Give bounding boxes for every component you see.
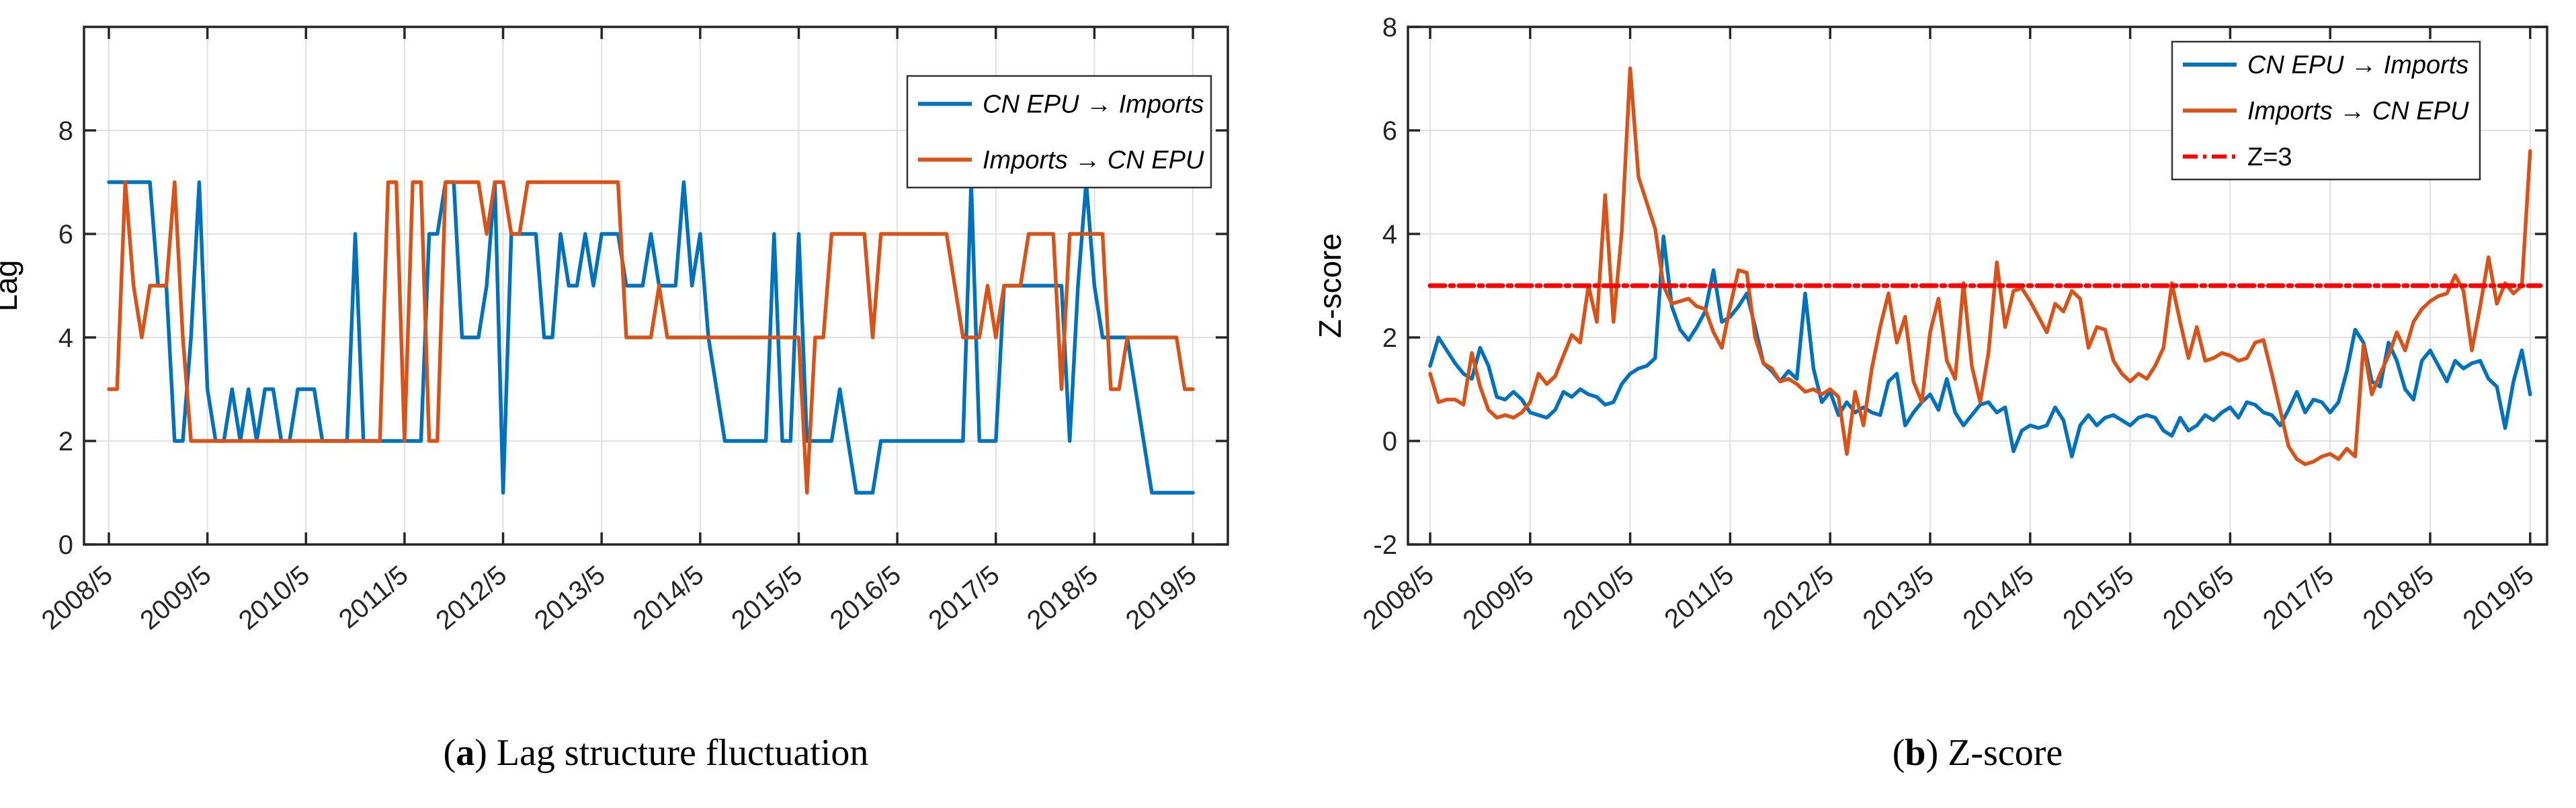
lag-chart-axes bbox=[83, 26, 1229, 546]
xtick-label: 2011/5 bbox=[1659, 560, 1739, 634]
xtick-label: 2009/5 bbox=[1458, 560, 1540, 635]
legend-label: CN EPU → Imports bbox=[2247, 51, 2468, 79]
xtick-label: 2016/5 bbox=[2157, 560, 2239, 635]
ytick-label: 2 bbox=[1382, 323, 1397, 353]
caption-a-open: ( bbox=[443, 732, 456, 774]
xtick-label: 2010/5 bbox=[1557, 560, 1639, 635]
zscore-chart-ylabel: Z-score bbox=[1313, 233, 1347, 338]
ytick-label: 8 bbox=[1382, 13, 1397, 42]
legend-label: Imports → CN EPU bbox=[2247, 97, 2469, 126]
legend-label: CN EPU → Imports bbox=[983, 91, 1204, 119]
zscore-chart-series bbox=[1427, 66, 2543, 467]
series-z-imports-to-cn-epu bbox=[1428, 66, 2532, 467]
ytick-label: 0 bbox=[1382, 427, 1397, 456]
lag-chart-series bbox=[107, 180, 1195, 495]
caption-b-close: ) bbox=[1925, 732, 1939, 774]
series-imports-to-cn-epu bbox=[107, 180, 1195, 495]
xtick-label: 2012/5 bbox=[1757, 560, 1839, 635]
xtick-label: 2019/5 bbox=[2458, 560, 2540, 635]
ytick-label: 4 bbox=[58, 323, 73, 353]
ytick-label: 2 bbox=[58, 427, 73, 456]
ytick-label: 0 bbox=[58, 530, 73, 560]
xtick-label: 2018/5 bbox=[2358, 560, 2440, 635]
zscore-chart-axes bbox=[1407, 26, 2548, 546]
xtick-label: 2014/5 bbox=[1958, 560, 2040, 635]
caption-b-open: ( bbox=[1892, 732, 1905, 774]
caption-a-text: Lag structure fluctuation bbox=[487, 732, 869, 774]
lag-chart-legend: CN EPU → Imports Imports → CN EPU bbox=[906, 75, 1212, 189]
ytick-label: 8 bbox=[58, 116, 73, 146]
ytick-label: 6 bbox=[1382, 116, 1397, 146]
caption-a-letter: a bbox=[456, 732, 475, 774]
ytick-label: -2 bbox=[1373, 530, 1397, 560]
caption-b-text: Z-score bbox=[1938, 732, 2063, 774]
xtick-label: 2013/5 bbox=[1858, 560, 1940, 635]
zscore-chart-legend: CN EPU → Imports Imports → CN EPU Z=3 bbox=[2171, 40, 2481, 181]
xtick-label: 2008/5 bbox=[1358, 560, 1440, 635]
lag-chart-ylabel: Lag bbox=[0, 260, 24, 312]
legend-label: Z=3 bbox=[2247, 143, 2292, 171]
caption-b: (b) Z-score bbox=[1408, 731, 2547, 774]
xtick-label: 2017/5 bbox=[2257, 560, 2339, 635]
xtick-label: 2015/5 bbox=[2057, 560, 2139, 635]
legend-label: Imports → CN EPU bbox=[983, 147, 1204, 175]
series-z-cn-epu-to-imports bbox=[1428, 235, 2532, 458]
ytick-label: 6 bbox=[58, 220, 73, 249]
caption-a-close: ) bbox=[474, 732, 487, 774]
caption-a: (a) Lag structure fluctuation bbox=[84, 731, 1228, 774]
ytick-label: 4 bbox=[1382, 220, 1397, 249]
caption-b-letter: b bbox=[1905, 732, 1926, 774]
